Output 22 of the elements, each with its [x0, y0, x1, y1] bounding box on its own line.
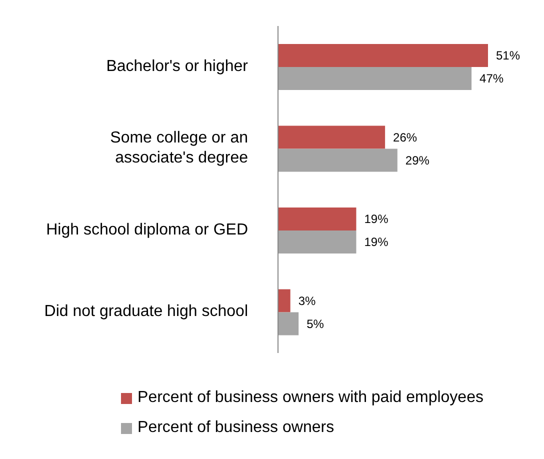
bar: [278, 312, 299, 336]
data-label: 5%: [306, 316, 324, 331]
bar: [278, 230, 356, 254]
data-label: 51%: [496, 48, 520, 63]
y-tick-label: Bachelor's or higher: [106, 58, 249, 76]
data-label: 3%: [298, 294, 316, 308]
bar: [278, 66, 472, 90]
bar: [278, 289, 290, 312]
bar: [278, 148, 398, 172]
data-label: 26%: [393, 130, 418, 144]
legend-label: Percent of business owners: [138, 418, 334, 438]
data-label: 19%: [364, 235, 389, 250]
bar: [278, 126, 386, 149]
bar: [278, 207, 356, 230]
legend-label: Percent of business owners with paid employees: [138, 388, 484, 408]
y-tick-label: Some college or an associate's degree: [110, 130, 248, 167]
y-tick-label: High school diploma or GED: [46, 222, 248, 239]
bar: [278, 44, 488, 67]
data-label: 47%: [480, 72, 504, 86]
data-label: 19%: [364, 212, 389, 226]
data-label: 29%: [405, 153, 430, 168]
y-tick-label: Did not graduate high school: [44, 303, 248, 320]
